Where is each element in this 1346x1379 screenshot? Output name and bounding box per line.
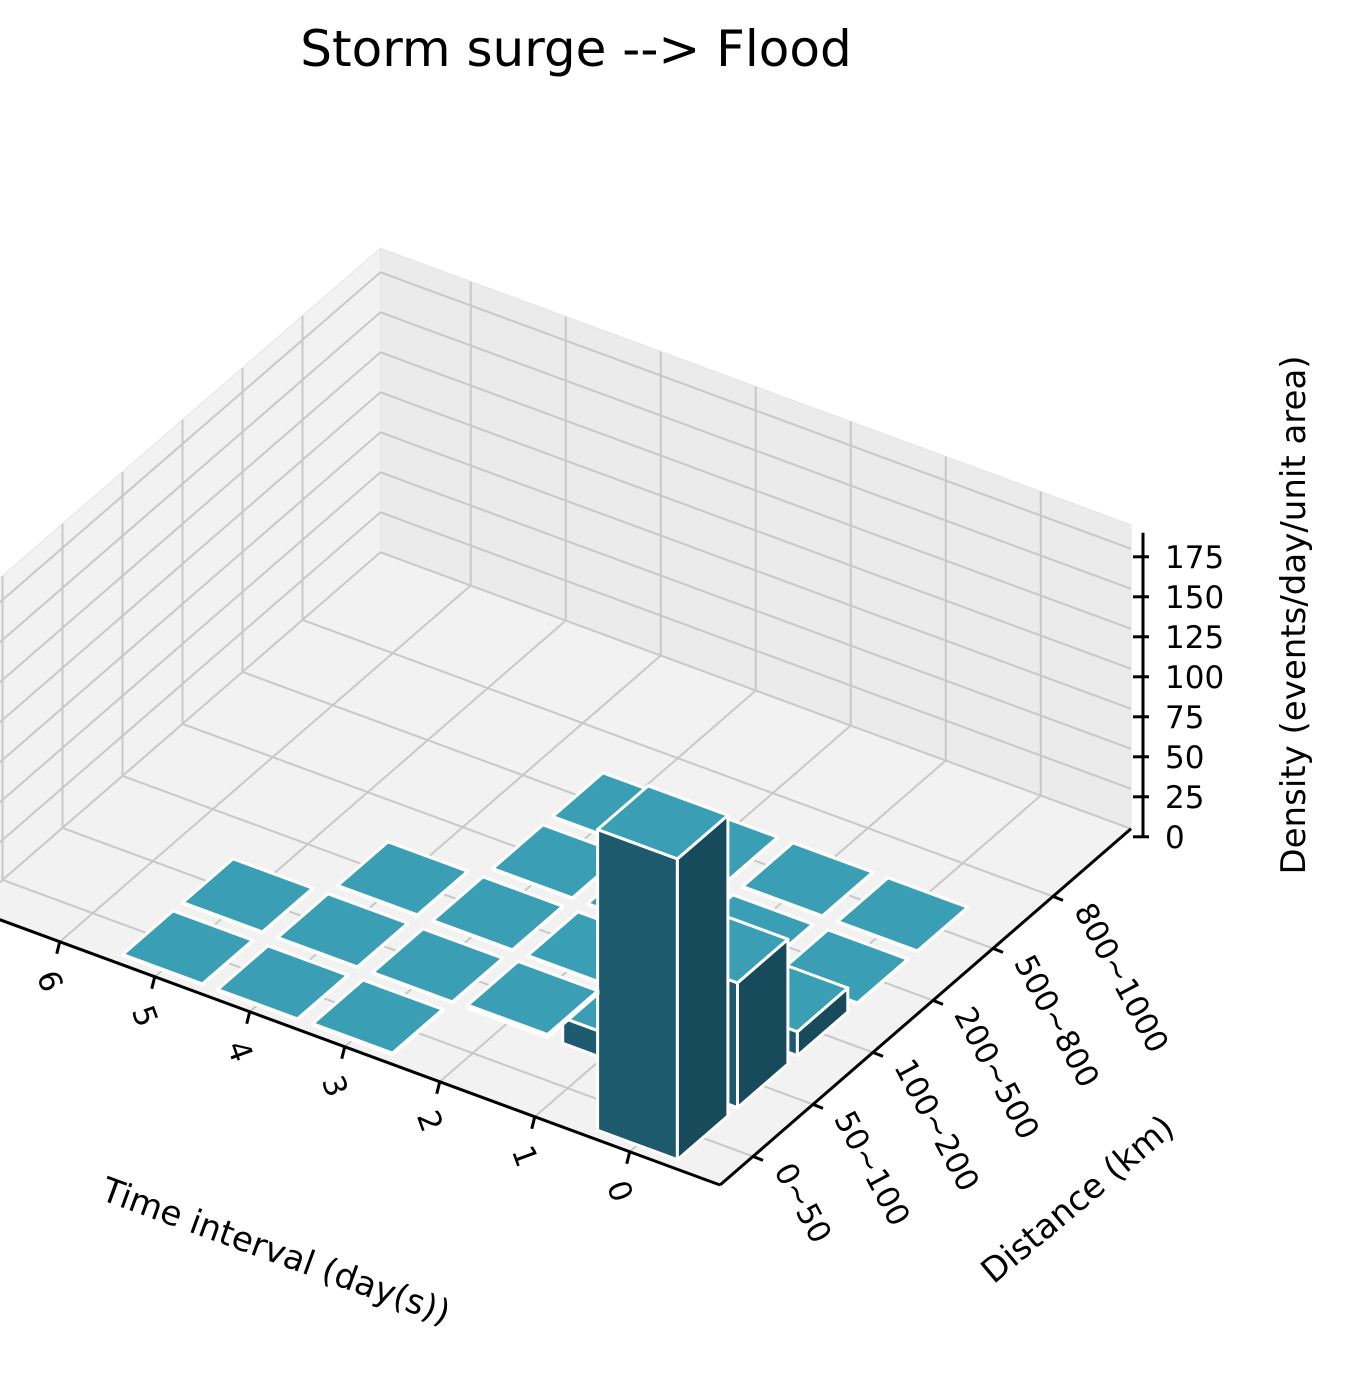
grid-line-x-floor	[59, 584, 472, 943]
bar-4-0~50	[216, 944, 350, 1022]
bar-top-face	[466, 959, 600, 1036]
bar-3-100~200	[431, 875, 565, 953]
x-tick-mark	[625, 1151, 632, 1165]
bar-4-100~200	[336, 840, 470, 918]
y-tick-label: 0~50	[766, 1157, 838, 1249]
grid-line-y-floor	[302, 618, 1054, 898]
bar-5-50~100	[181, 857, 315, 935]
bar-top-face	[336, 840, 470, 917]
bar-side-face	[675, 813, 730, 1162]
bar-4-50~100	[276, 892, 410, 970]
bar-1-500~800	[741, 841, 875, 919]
z-tick-label: 25	[1165, 780, 1204, 816]
z-axis-label: Density (events/day/unit area)	[1274, 355, 1314, 874]
bar-top-face	[836, 876, 970, 953]
grid-line-z-left	[380, 431, 1132, 710]
x-tick-mark	[245, 1011, 252, 1025]
grid-line-z-left	[380, 351, 1132, 630]
y-tick-label: 50~100	[826, 1105, 916, 1232]
grid-line-z-right	[0, 551, 382, 884]
grid-line-z-right	[0, 351, 382, 684]
bar-front-face	[596, 828, 679, 1162]
y-tick-mark	[752, 1155, 764, 1162]
x-tick-mark	[150, 976, 157, 990]
z-tick-label: 75	[1165, 700, 1204, 736]
x-tick-label: 0	[599, 1176, 640, 1207]
bar-top-face	[431, 875, 565, 952]
grid-line-z-right	[0, 271, 382, 604]
bar-top-face	[596, 784, 730, 861]
y-tick-mark	[872, 1051, 884, 1058]
bar-top-face	[276, 892, 410, 969]
grid-line-z-right	[0, 311, 382, 644]
bar-top-face	[216, 944, 350, 1021]
bar-top-face	[121, 909, 255, 986]
y-tick-label: 100~200	[886, 1053, 986, 1197]
grid-line-z-right	[0, 391, 382, 724]
bar-5-0~50	[121, 909, 255, 987]
z-tick-label: 100	[1165, 660, 1224, 696]
z-tick-label: 50	[1165, 740, 1204, 776]
bar-top-face	[741, 841, 875, 918]
y-axis-label: Distance (km)	[974, 1107, 1183, 1291]
chart-bars	[121, 771, 970, 1162]
x-tick-mark	[530, 1116, 537, 1130]
x-axis-label: Time interval (day(s))	[95, 1170, 455, 1334]
grid-line-z-right	[0, 431, 382, 764]
bar-0-0~50	[596, 784, 730, 1162]
z-tick-label: 175	[1165, 540, 1224, 576]
x-tick-label: 6	[29, 966, 70, 997]
x-tick-label: 2	[409, 1106, 450, 1137]
x-tick-mark	[55, 941, 62, 955]
bar-3-50~100	[371, 927, 505, 1005]
grid-line-z-left	[380, 471, 1132, 750]
bar-top-face	[311, 978, 445, 1055]
z-tick-label: 125	[1165, 620, 1224, 656]
y-tick-mark	[812, 1103, 824, 1110]
bar-0-500~800	[836, 876, 970, 954]
z-tick-label: 150	[1165, 580, 1224, 616]
y-tick-mark	[1052, 895, 1064, 902]
bar-top-face	[181, 857, 315, 934]
grid-line-z-left	[380, 551, 1132, 830]
x-tick-label: 3	[314, 1071, 355, 1102]
grid-line-z-right	[0, 471, 382, 804]
grid-line-z-left	[380, 391, 1132, 670]
bar-3-0~50	[311, 978, 445, 1057]
bar-top-face	[371, 927, 505, 1004]
grid-line-z-left	[380, 511, 1132, 790]
x-tick-mark	[435, 1081, 442, 1095]
y-tick-mark	[992, 947, 1004, 954]
y-tick-mark	[932, 999, 944, 1006]
x-tick-label: 1	[504, 1141, 545, 1172]
y-tick-label: 500~800	[1006, 949, 1106, 1093]
x-tick-label: 4	[219, 1036, 260, 1067]
chart-title: Storm surge --> Flood	[300, 20, 851, 78]
y-tick-label: 200~500	[946, 1001, 1046, 1145]
y-axis-line	[719, 827, 1132, 1187]
x-tick-mark	[340, 1046, 347, 1060]
x-tick-label: 5	[124, 1001, 165, 1032]
bar-2-50~100	[466, 959, 600, 1040]
grid-line-z-right	[0, 511, 382, 844]
grid-line-z-left	[380, 271, 1132, 550]
grid-line-z-left	[380, 311, 1132, 590]
z-tick-label: 0	[1165, 820, 1185, 856]
